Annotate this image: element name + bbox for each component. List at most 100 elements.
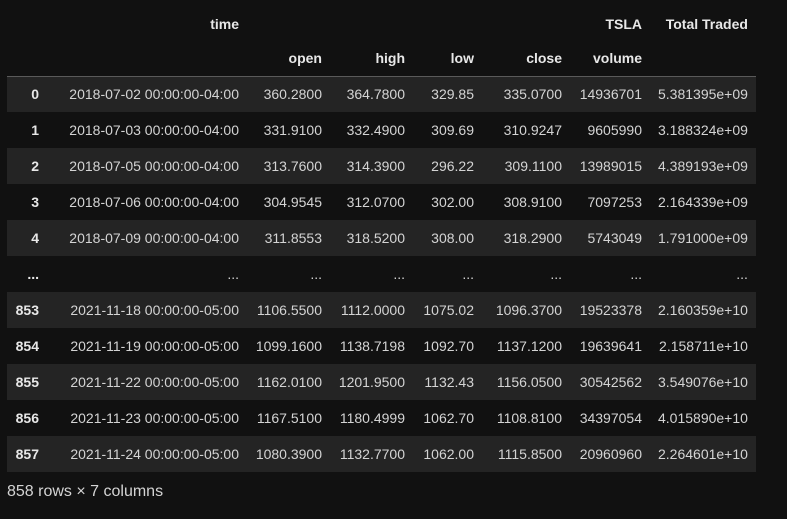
table-cell: 1108.8100 xyxy=(496,410,562,426)
header-row-sub: open high low close volume xyxy=(7,41,756,77)
table-cell: 2021-11-22 00:00:00-05:00 xyxy=(70,374,239,390)
table-row: 4 2018-07-09 00:00:00-04:00 311.8553 318.52… xyxy=(7,220,756,256)
table-cell: ... xyxy=(227,266,239,282)
table-cell: 2018-07-02 00:00:00-04:00 xyxy=(69,86,239,103)
table-cell: 2.164339e+09 xyxy=(658,194,748,210)
table-cell: 34397054 xyxy=(579,410,642,426)
table-row: ........................ xyxy=(7,256,756,292)
row-index-cell: 853 xyxy=(15,302,39,318)
table-cell: 304.9545 xyxy=(263,194,322,210)
table-cell: 2.158711e+10 xyxy=(659,338,748,354)
table-cell: 1062.70 xyxy=(423,410,474,426)
table-header: time TSLA Total Traded open high low close vol… xyxy=(7,6,756,77)
table-row: 856 2021-11-23 00:00:00-05:00 1167.5100 118… xyxy=(7,400,756,436)
table-cell: 1080.3900 xyxy=(255,446,322,462)
table-cell: 4.389193e+09 xyxy=(658,158,748,174)
table-cell: 1092.70 xyxy=(423,338,474,354)
table-cell: ... xyxy=(462,266,474,282)
row-index-cell: 1 xyxy=(31,122,39,138)
table-cell: ... xyxy=(393,266,405,282)
row-index-cell: 2 xyxy=(31,158,39,174)
table-cell: 318.5200 xyxy=(346,230,405,246)
table-cell: 2021-11-24 00:00:00-05:00 xyxy=(70,446,239,462)
table-cell: 309.1100 xyxy=(504,158,562,174)
table-cell: 1.791000e+09 xyxy=(658,230,748,246)
column-header-sub: open xyxy=(247,41,330,77)
table-row: 854 2021-11-19 00:00:00-05:00 1099.1600 113… xyxy=(7,328,756,364)
table-cell: ... xyxy=(310,266,322,282)
table-cell: 332.4900 xyxy=(346,122,405,138)
column-header-sub: close xyxy=(482,41,570,77)
table-cell: 1096.3700 xyxy=(495,302,562,318)
column-header-top xyxy=(7,6,47,41)
table-cell: 1106.5500 xyxy=(256,302,322,318)
table-cell: 310.9247 xyxy=(503,122,562,138)
table-row: 2 2018-07-05 00:00:00-04:00 313.7600 314.39… xyxy=(7,148,756,184)
table-cell: 3.549076e+10 xyxy=(658,374,748,390)
column-header-top xyxy=(482,6,570,41)
row-index-cell: 857 xyxy=(15,446,39,462)
table-cell: 20960960 xyxy=(579,446,642,462)
row-index-cell: 3 xyxy=(31,194,39,210)
table-row: 855 2021-11-22 00:00:00-05:00 1162.0100 120… xyxy=(7,364,756,400)
table-cell: 1201.9500 xyxy=(338,374,405,390)
table-cell: 314.3900 xyxy=(346,158,405,174)
column-header-top: Total Traded xyxy=(665,15,748,32)
table-cell: 318.2900 xyxy=(503,230,562,246)
table-cell: 5.381395e+09 xyxy=(658,86,748,103)
table-cell: 312.0700 xyxy=(346,194,405,210)
table-cell: 1099.1600 xyxy=(255,338,322,354)
table-cell: 2018-07-09 00:00:00-04:00 xyxy=(69,230,239,246)
table-cell: 302.00 xyxy=(431,194,474,210)
table-cell: 1138.7198 xyxy=(339,338,405,354)
table-row: 3 2018-07-06 00:00:00-04:00 304.9545 312.07… xyxy=(7,184,756,220)
table-cell: 1156.0500 xyxy=(496,374,562,390)
table-cell: 19639641 xyxy=(579,338,642,354)
column-header-sub: volume xyxy=(570,41,650,77)
dataframe-table: time TSLA Total Traded open high low close vol… xyxy=(7,6,756,472)
column-header-sub: low xyxy=(413,41,482,77)
row-index-cell: 855 xyxy=(15,374,39,390)
table-cell: 3.188324e+09 xyxy=(658,122,748,138)
table-cell: 335.0700 xyxy=(503,86,562,103)
table-cell: 4.015890e+10 xyxy=(658,410,748,426)
table-cell: 2021-11-23 00:00:00-05:00 xyxy=(70,410,239,426)
table-cell: 2018-07-03 00:00:00-04:00 xyxy=(69,122,239,138)
table-cell: 311.8553 xyxy=(264,230,322,246)
table-cell: 1075.02 xyxy=(423,302,474,318)
table-cell: 7097253 xyxy=(587,194,642,210)
column-header-top: TSLA xyxy=(605,15,642,32)
column-header-top: time xyxy=(210,15,239,32)
column-header-top xyxy=(247,6,330,41)
table-cell: 313.7600 xyxy=(263,158,322,174)
table-cell: 329.85 xyxy=(431,86,474,103)
table-cell: 309.69 xyxy=(431,122,474,138)
row-index-cell: 4 xyxy=(31,230,39,246)
table-cell: 1112.0000 xyxy=(340,302,405,318)
table-cell: ... xyxy=(736,266,748,282)
table-cell: 2018-07-06 00:00:00-04:00 xyxy=(69,194,239,210)
table-cell: 13989015 xyxy=(579,158,642,174)
column-header-top xyxy=(330,6,413,41)
header-row-top: time TSLA Total Traded xyxy=(7,6,756,41)
column-header-sub xyxy=(7,41,47,77)
table-cell: 331.9100 xyxy=(263,122,322,138)
table-cell: 1180.4999 xyxy=(339,410,405,426)
table-body: 0 2018-07-02 00:00:00-04:00 360.2800 364.78… xyxy=(7,76,756,472)
table-cell: 1137.1200 xyxy=(496,338,562,354)
table-cell: 360.2800 xyxy=(263,86,322,103)
table-cell: 1132.43 xyxy=(424,374,474,390)
table-cell: 1167.5100 xyxy=(256,410,322,426)
table-row: 853 2021-11-18 00:00:00-05:00 1106.5500 111… xyxy=(7,292,756,328)
table-cell: 1115.8500 xyxy=(497,446,562,462)
table-cell: 1132.7700 xyxy=(339,446,405,462)
table-cell: 308.9100 xyxy=(503,194,562,210)
table-cell: 9605990 xyxy=(587,122,642,138)
dataframe-shape-summary: 858 rows × 7 columns xyxy=(7,483,164,500)
row-index-cell: 854 xyxy=(15,338,39,354)
table-cell: 308.00 xyxy=(431,230,474,246)
row-index-cell: ... xyxy=(27,266,39,282)
table-cell: 5743049 xyxy=(587,230,642,246)
row-index-cell: 0 xyxy=(31,86,39,103)
table-cell: 1162.0100 xyxy=(256,374,322,390)
